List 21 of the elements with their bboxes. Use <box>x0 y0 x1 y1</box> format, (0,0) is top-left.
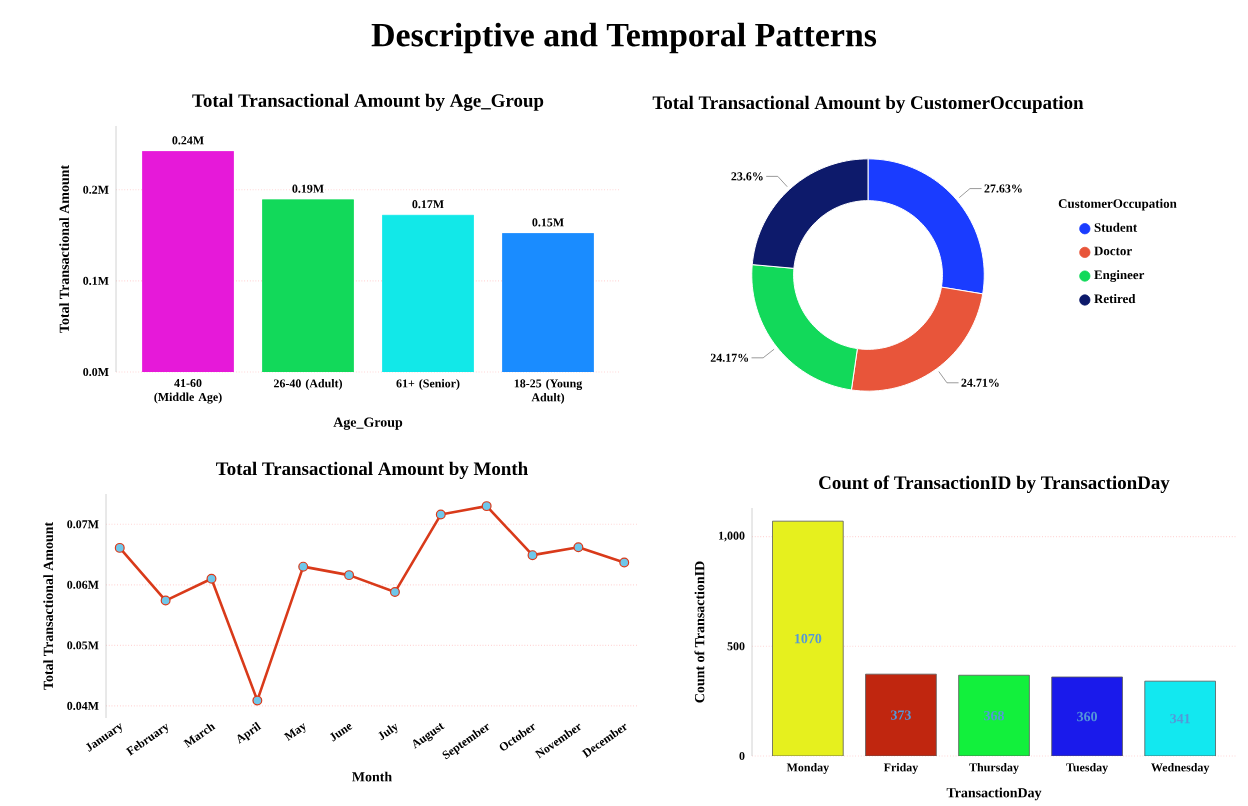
point <box>114 542 125 553</box>
text: Descriptive and Temporal Patterns <box>371 22 877 54</box>
bar <box>382 214 474 372</box>
chart-title: Count of TransactionID by TransactionDay <box>819 475 1170 493</box>
point <box>160 595 171 606</box>
point <box>573 542 584 553</box>
point <box>435 509 446 520</box>
bar <box>142 151 234 372</box>
chart-title: Total Transactional Amount by Age_Group <box>192 93 544 111</box>
point <box>619 557 630 568</box>
point <box>298 561 309 572</box>
point <box>527 550 538 561</box>
point <box>344 570 355 581</box>
bar <box>262 199 354 372</box>
chart-title: Total Transactional Amount by Month <box>216 461 528 479</box>
point <box>206 573 217 584</box>
point <box>252 695 263 706</box>
point <box>481 501 492 512</box>
bar <box>502 233 594 372</box>
chart-title: Total Transactional Amount by CustomerOccupation <box>652 95 1084 113</box>
point <box>389 587 400 598</box>
